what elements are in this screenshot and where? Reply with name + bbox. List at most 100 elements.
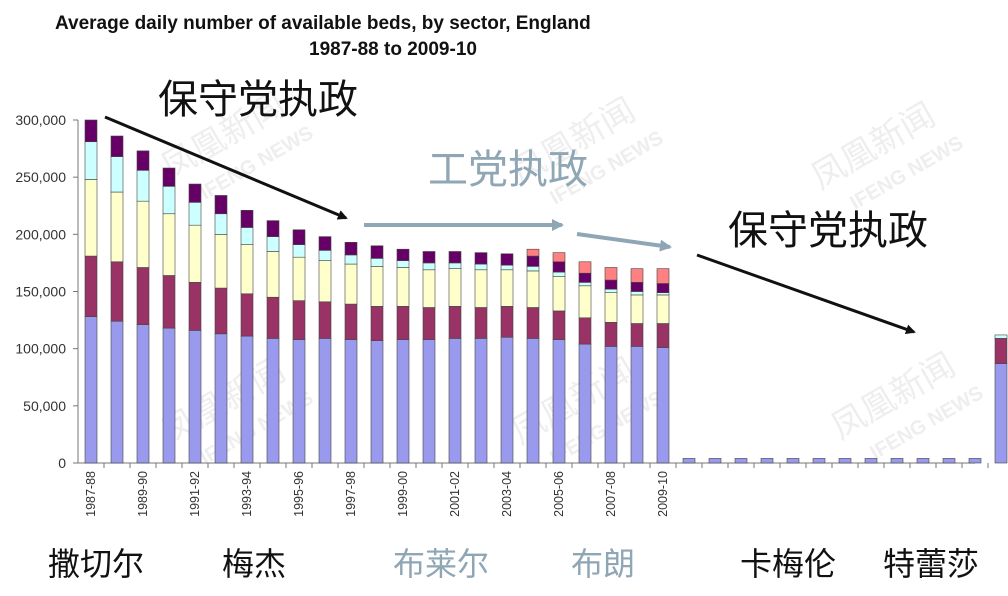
bar-segment	[188, 202, 202, 226]
bar-segment	[656, 292, 670, 296]
bar-segment	[474, 263, 488, 271]
bar-segment	[266, 296, 280, 339]
bar-segment	[344, 263, 358, 305]
bar-segment	[656, 323, 670, 348]
bar-segment	[942, 458, 956, 464]
bar-segment	[162, 213, 176, 276]
bar-segment	[188, 224, 202, 283]
bar-segment	[838, 458, 852, 464]
bar-segment	[968, 458, 982, 464]
y-tick-label: 200,000	[15, 226, 66, 242]
bar-segment	[656, 347, 670, 464]
x-tick-label: 1989-90	[136, 471, 150, 517]
bar-segment	[682, 458, 696, 464]
bar-segment	[292, 300, 306, 340]
bar-segment	[422, 307, 436, 340]
bar-segment	[136, 267, 150, 325]
x-tick-label: 2009-10	[656, 471, 670, 517]
x-tick-label: 1999-00	[396, 471, 410, 517]
x-tick-label: 1993-94	[240, 471, 254, 517]
bar-segment	[240, 335, 254, 464]
bar-segment	[84, 141, 98, 180]
bar-segment	[240, 293, 254, 337]
bar-segment	[188, 183, 202, 203]
bar-segment	[162, 167, 176, 187]
bar-segment	[266, 338, 280, 464]
chart-title: Average daily number of available beds, …	[55, 13, 591, 34]
arrow-conservative-1	[104, 115, 348, 220]
bar-segment	[604, 267, 618, 281]
bar-segment	[292, 244, 306, 258]
x-tick-label: 1991-92	[188, 471, 202, 517]
bar-segment	[500, 253, 514, 266]
bar-segment	[786, 458, 800, 464]
bar-segment	[734, 458, 748, 464]
bar-segment	[110, 320, 124, 464]
bar-segment	[136, 200, 150, 268]
x-tick-label: 2001-02	[448, 471, 462, 517]
bar-segment	[526, 307, 540, 339]
bar-segment	[500, 306, 514, 338]
bar-segment	[188, 330, 202, 464]
bar-segment	[110, 261, 124, 322]
bar-segment	[474, 269, 488, 308]
bar-segment	[604, 292, 618, 323]
bar-segment	[604, 322, 618, 347]
bar-segment	[474, 338, 488, 464]
arrow-labour-2	[576, 232, 672, 252]
pm-thatcher: 撒切尔	[48, 545, 144, 583]
bar-segment	[578, 282, 592, 287]
bar-segment	[812, 458, 826, 464]
bar-segment	[240, 227, 254, 245]
bar-segment	[630, 268, 644, 283]
bar-segment	[318, 338, 332, 464]
bar-segment	[292, 256, 306, 301]
bar-segment	[240, 244, 254, 295]
bar-segment	[110, 191, 124, 263]
x-tick-label: 1987-88	[84, 471, 98, 517]
bar-segment	[266, 251, 280, 298]
bar-segment	[630, 291, 644, 296]
bar-segment	[370, 266, 384, 307]
bar-segment	[396, 248, 410, 261]
y-tick-label: 50,000	[23, 398, 66, 414]
bar-segment	[552, 339, 566, 464]
bar-segment	[266, 236, 280, 252]
bar-segment	[708, 458, 722, 464]
tick-labels: 0 50,000 100,000 150,000 200,000 250,000 300,0…	[15, 112, 989, 517]
bar-segment	[422, 262, 436, 271]
bar-segment	[422, 251, 436, 264]
bar-segment	[630, 346, 644, 464]
bar-segment	[344, 303, 358, 340]
bar-segment	[292, 339, 306, 464]
bar-segment	[240, 210, 254, 228]
pm-brown: 布朗	[571, 545, 635, 583]
bar-segment	[318, 250, 332, 261]
bar-segment	[994, 363, 1008, 464]
y-tick-label: 150,000	[15, 284, 66, 300]
bar-segment	[84, 255, 98, 317]
bar-segment	[448, 268, 462, 307]
bar-segment	[916, 458, 930, 464]
bar-segment	[344, 254, 358, 265]
bar-segment	[266, 220, 280, 237]
pm-may: 特蕾莎	[883, 545, 979, 583]
bar-segment	[292, 229, 306, 245]
bar-segment	[318, 260, 332, 303]
bar-segment	[760, 458, 774, 464]
bar-segment	[318, 236, 332, 251]
bar-segment	[500, 269, 514, 307]
annotation-arrows	[104, 115, 916, 335]
bar-segment	[994, 334, 1008, 339]
bar-segment	[656, 294, 670, 324]
bar-segment	[136, 170, 150, 202]
bar-segment	[396, 267, 410, 307]
bar-segment	[396, 339, 410, 464]
bar-segment	[110, 156, 124, 193]
bar-segment	[396, 306, 410, 340]
bar-segment	[136, 324, 150, 464]
bar-segment	[526, 270, 540, 308]
bar-segment	[448, 251, 462, 264]
bar-segment	[474, 252, 488, 265]
watermark: 凤凰新闻 IFENG NEWS 凤凰新闻 IFENG NEWS 凤凰新闻 IFE…	[155, 85, 988, 469]
